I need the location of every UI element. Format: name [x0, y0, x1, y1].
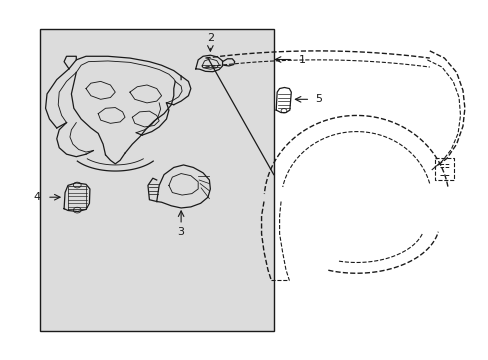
Bar [40, 30, 273, 330]
Text: 1: 1 [299, 54, 305, 64]
Text: 4: 4 [34, 192, 41, 202]
Text: 3: 3 [177, 227, 184, 237]
Text: 2: 2 [206, 33, 213, 43]
Text: 5: 5 [315, 94, 322, 104]
